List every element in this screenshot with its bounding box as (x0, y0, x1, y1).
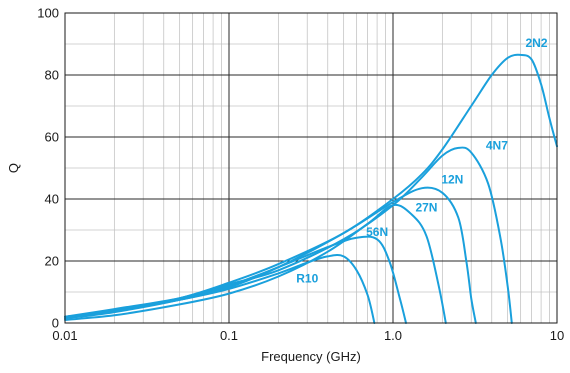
series-labels: R10 56N 27N 12N 4N7 2N2 (296, 36, 548, 286)
x-tick-label: 0.1 (220, 328, 238, 343)
series-line-27n (64, 203, 447, 324)
y-axis-ticks: 0 20 40 60 80 100 (37, 6, 59, 331)
y-tick-label: 80 (45, 68, 59, 83)
series-label-27n: 27N (415, 200, 437, 214)
plot-frame (64, 12, 558, 324)
x-axis-ticks: 0.01 0.1 1.0 10 (52, 328, 564, 343)
minor-gridlines (65, 13, 557, 323)
series-label-2n2: 2N2 (526, 36, 548, 50)
x-tick-label: 1.0 (384, 328, 402, 343)
series-line-2n2 (64, 53, 558, 318)
y-tick-label: 60 (45, 130, 59, 145)
x-axis-title: Frequency (GHz) (261, 349, 361, 364)
y-tick-label: 0 (52, 316, 59, 331)
y-tick-label: 20 (45, 254, 59, 269)
y-tick-label: 100 (37, 6, 59, 21)
series-line-12n (64, 186, 477, 324)
series-label-12n: 12N (441, 173, 463, 187)
series-label-56n: 56N (366, 225, 388, 239)
x-tick-label: 10 (550, 328, 564, 343)
major-gridlines (65, 13, 557, 323)
y-axis-title: Q (6, 163, 21, 173)
series-label-4n7: 4N7 (486, 138, 508, 152)
y-tick-label: 40 (45, 192, 59, 207)
series-lines (64, 53, 558, 324)
series-label-r10: R10 (296, 272, 318, 286)
x-tick-label: 0.01 (52, 328, 77, 343)
